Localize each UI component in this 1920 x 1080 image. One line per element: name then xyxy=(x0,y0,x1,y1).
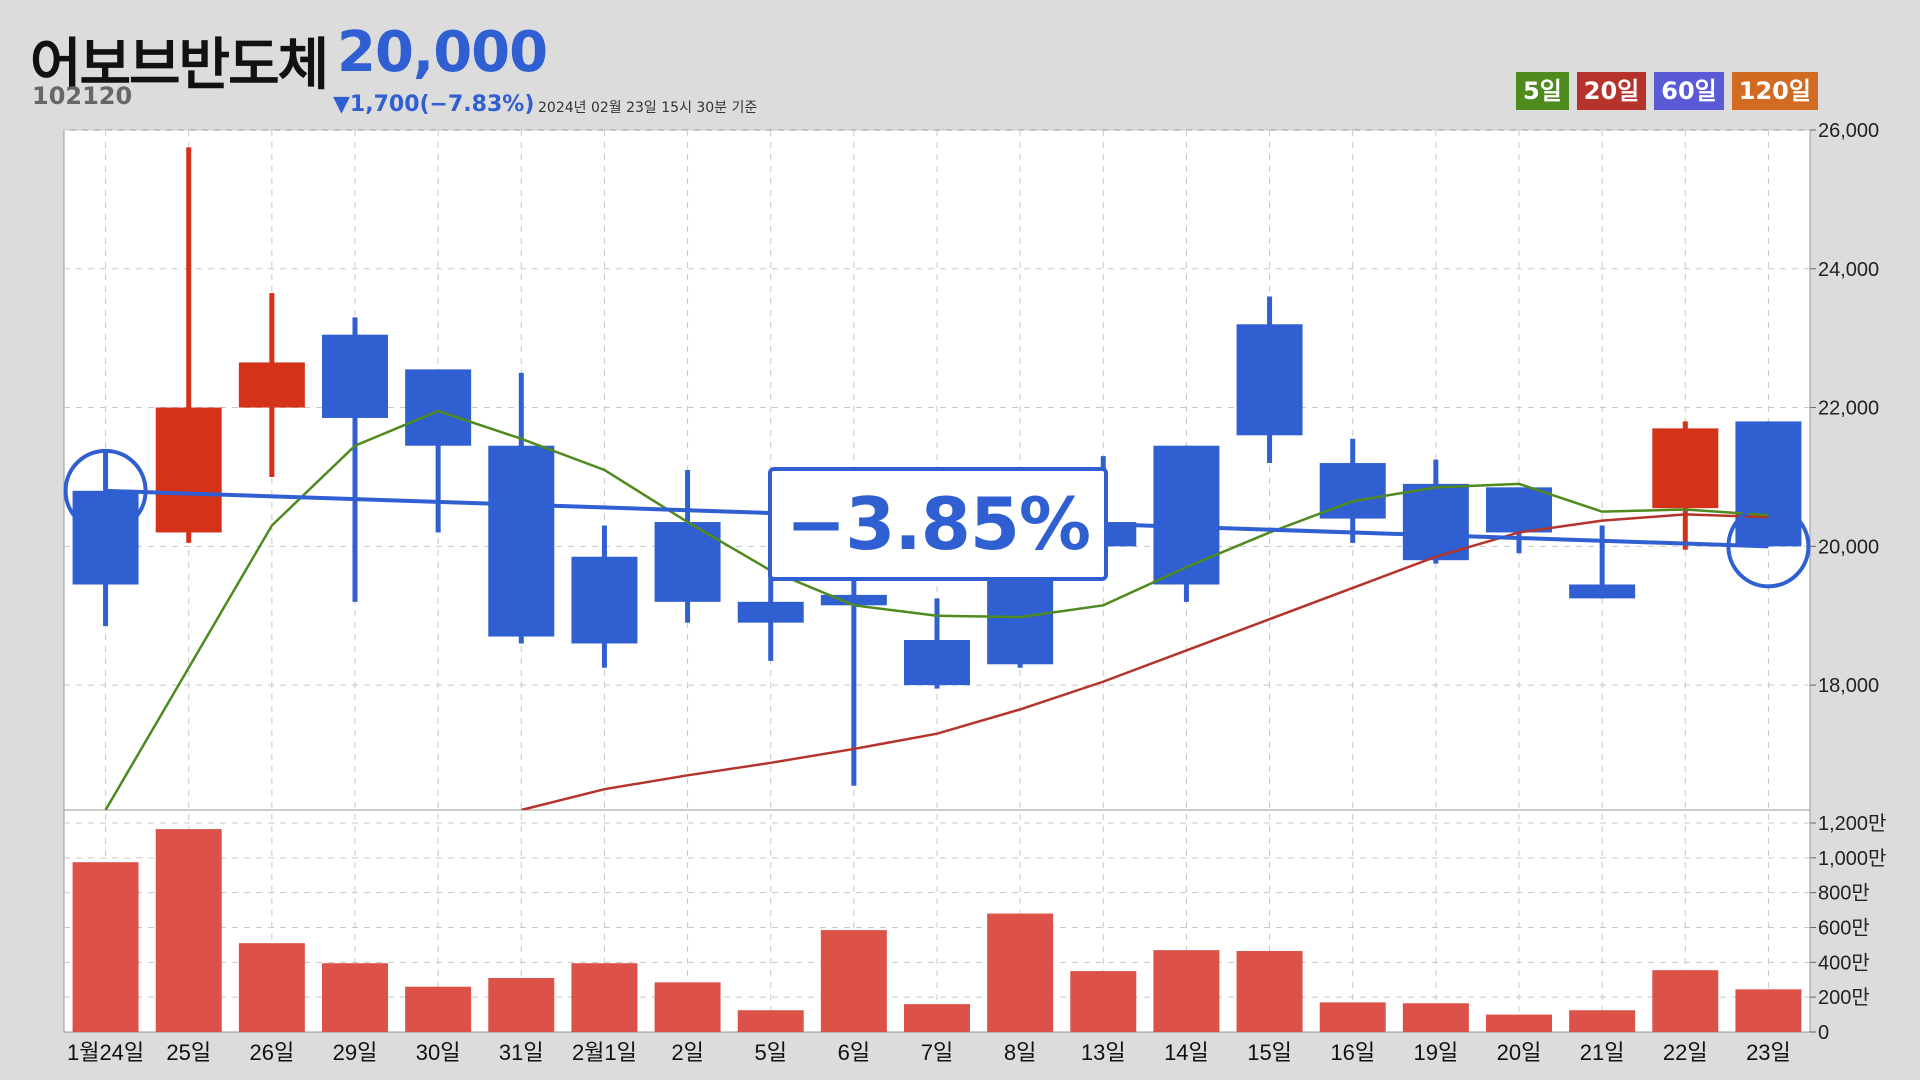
candle-body xyxy=(405,369,472,446)
volume-bar xyxy=(737,1010,804,1032)
moving-average-legend: 5일 20일 60일 120일 xyxy=(1516,72,1818,110)
volume-bar xyxy=(72,862,139,1032)
volume-bar xyxy=(987,913,1054,1032)
volume-bar xyxy=(1735,989,1802,1032)
candle-body xyxy=(322,334,388,418)
candle-body xyxy=(1236,324,1303,436)
candle-body xyxy=(571,556,638,644)
volume-bar xyxy=(1319,1002,1386,1032)
legend-ma120[interactable]: 120일 xyxy=(1731,72,1818,110)
volume-bar xyxy=(1153,950,1220,1032)
x-tick-label: 8일 xyxy=(1004,1040,1036,1065)
volume-bar xyxy=(820,930,887,1032)
volume-tick-label: 1,000만 xyxy=(1818,847,1886,870)
candle-body xyxy=(72,490,139,585)
x-tick-label: 16일 xyxy=(1330,1040,1375,1065)
x-tick-label: 26일 xyxy=(249,1040,294,1065)
volume-bar xyxy=(1652,970,1719,1032)
volume-bar xyxy=(1236,951,1303,1032)
volume-tick-label: 800만 xyxy=(1818,882,1870,905)
volume-bar xyxy=(1070,971,1137,1032)
candle-body xyxy=(737,601,804,623)
candle-body xyxy=(488,445,555,637)
price-change: ▼1,700(−7.83%) xyxy=(333,92,535,117)
volume-bar xyxy=(322,963,388,1032)
legend-ma20[interactable]: 20일 xyxy=(1576,72,1647,110)
legend-ma60[interactable]: 60일 xyxy=(1654,72,1724,110)
candle-body xyxy=(1153,445,1220,585)
price-tick-label: 24,000 xyxy=(1818,259,1879,281)
volume-bar xyxy=(155,829,222,1032)
x-tick-label: 19일 xyxy=(1413,1040,1458,1065)
ma5-line xyxy=(104,409,1769,810)
x-tick-label: 31일 xyxy=(499,1040,544,1065)
trend-end-circle xyxy=(1726,504,1811,589)
current-price: 20,000 xyxy=(337,20,548,85)
price-tick-label: 22,000 xyxy=(1818,398,1879,420)
volume-tick-label: 0 xyxy=(1818,1022,1829,1044)
legend-ma5[interactable]: 5일 xyxy=(1516,72,1569,110)
candle-body xyxy=(1569,584,1636,599)
trend-start-circle xyxy=(63,448,148,533)
x-tick-label: 29일 xyxy=(333,1040,378,1065)
candle-body xyxy=(820,594,887,606)
x-tick-label: 5일 xyxy=(754,1040,786,1065)
volume-bar xyxy=(654,982,721,1032)
candle-body xyxy=(155,407,222,533)
volume-bar xyxy=(904,1004,970,1032)
candle-body xyxy=(904,640,970,686)
price-tick-label: 18,000 xyxy=(1818,675,1879,697)
x-tick-label: 20일 xyxy=(1497,1040,1542,1065)
candle-body xyxy=(1652,428,1719,509)
volume-bar xyxy=(1486,1014,1552,1032)
price-tick-label: 20,000 xyxy=(1818,536,1879,558)
change-percent-badge: −3.85% xyxy=(768,467,1108,581)
stock-code: 102120 xyxy=(32,82,133,110)
price-tick-label: 26,000 xyxy=(1818,120,1879,142)
x-tick-label: 22일 xyxy=(1663,1040,1708,1065)
x-tick-label: 2일 xyxy=(671,1040,703,1065)
volume-tick-label: 600만 xyxy=(1818,917,1870,940)
candle-body xyxy=(987,581,1054,665)
x-tick-label: 21일 xyxy=(1580,1040,1625,1065)
candle-body xyxy=(1486,487,1552,533)
x-tick-label: 14일 xyxy=(1164,1040,1209,1065)
x-tick-label: 13일 xyxy=(1081,1040,1126,1065)
x-tick-label: 7일 xyxy=(921,1040,953,1065)
volume-bar xyxy=(1569,1010,1636,1032)
ma20-line xyxy=(520,513,1769,810)
x-tick-label: 15일 xyxy=(1247,1040,1292,1065)
volume-bar xyxy=(571,963,638,1032)
candle-body xyxy=(654,522,721,602)
x-tick-label: 2월1일 xyxy=(572,1040,637,1065)
x-tick-label: 25일 xyxy=(166,1040,211,1065)
volume-tick-label: 400만 xyxy=(1818,951,1870,974)
x-tick-label: 1월24일 xyxy=(67,1040,144,1065)
timestamp-basis: 2024년 02월 23일 15시 30분 기준 xyxy=(538,100,758,116)
volume-bar xyxy=(238,943,305,1032)
volume-bar xyxy=(1402,1003,1469,1032)
volume-bar xyxy=(405,986,472,1032)
stock-name: 어보브반도체 xyxy=(30,33,329,98)
x-tick-label: 30일 xyxy=(416,1040,461,1065)
candle-body xyxy=(1735,421,1802,547)
x-tick-label: 23일 xyxy=(1746,1040,1791,1065)
candle-body xyxy=(238,362,305,408)
volume-tick-label: 1,200만 xyxy=(1818,812,1886,835)
volume-bar xyxy=(488,978,555,1032)
volume-tick-label: 200만 xyxy=(1818,986,1870,1009)
x-tick-label: 6일 xyxy=(838,1040,870,1065)
candle-body xyxy=(1402,483,1469,561)
